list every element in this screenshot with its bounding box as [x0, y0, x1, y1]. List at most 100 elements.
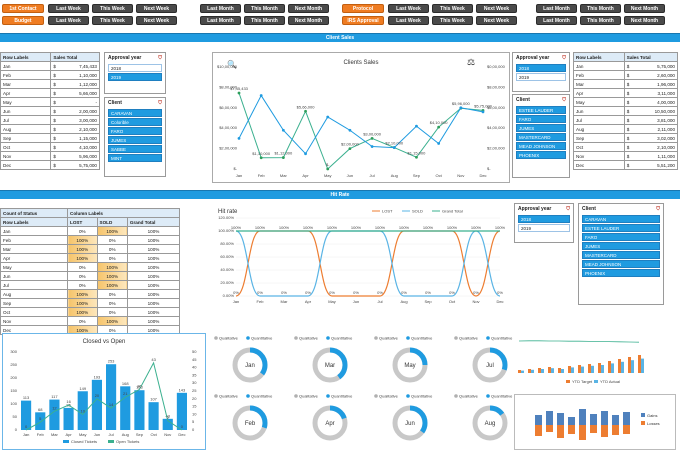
legend-swatch: [214, 336, 218, 340]
nav-button-2-1-1[interactable]: This Week: [432, 16, 473, 25]
nav-button-3-2-0[interactable]: Next Month: [624, 4, 665, 13]
line-value: 21: [123, 391, 128, 396]
x-tick-label: Apr: [302, 173, 309, 178]
client-slicer-right[interactable]: Client ⛉ ESTEE LAUDER FARO JUMES MASTERCARD ME…: [512, 94, 570, 178]
value-cell: 100%: [67, 235, 98, 245]
loss-bar: [612, 425, 619, 435]
nav-button-0-0-0[interactable]: Last Week: [48, 4, 89, 13]
slicer-item[interactable]: JUMES: [516, 124, 566, 132]
data-label: 100%: [255, 225, 266, 230]
table-header-row: Row Labels Sales Total: [0, 52, 100, 62]
slicer-item[interactable]: 2019: [518, 224, 570, 232]
slicer-item[interactable]: SABBE: [108, 145, 162, 153]
slicer-item[interactable]: MASTERCARD: [516, 133, 566, 141]
value-cell: 0%: [67, 271, 98, 281]
client-slicer-hit[interactable]: Client ⛉ CARAVAN ESTEE LAUDER FARO JUMES MASTE…: [578, 203, 664, 305]
bar: [541, 369, 544, 373]
slicer-item[interactable]: Colorible: [108, 118, 162, 126]
x-tick-label: Aug: [122, 432, 129, 437]
nav-button-1-0-0[interactable]: Last Month: [200, 4, 241, 13]
slicer-item[interactable]: CARAVAN: [108, 109, 162, 117]
value-cell: 0%: [67, 316, 98, 326]
slicer-item[interactable]: 2019: [108, 73, 162, 81]
slicer-item[interactable]: MEAD JOHNSON: [582, 260, 660, 268]
nav-button-3-2-1[interactable]: Next Month: [624, 16, 665, 25]
slicer-item[interactable]: JUMES: [108, 136, 162, 144]
slicer-item[interactable]: PHOENIX: [516, 151, 566, 159]
bar: [120, 386, 131, 430]
slicer-item[interactable]: ESTEE LAUDER: [582, 224, 660, 232]
slicer-item[interactable]: JUMES: [582, 242, 660, 250]
bar: [641, 358, 644, 373]
x-tick-label: Apr: [65, 432, 72, 437]
nav-button-2-0-0[interactable]: Last Week: [388, 4, 429, 13]
section-title: Client Sales: [325, 35, 355, 41]
currency-cell: $: [623, 70, 636, 80]
x-tick-label: May: [328, 299, 336, 304]
nav-button-3-0-1[interactable]: Last Month: [536, 16, 577, 25]
slicer-item[interactable]: MINT: [108, 154, 162, 162]
x-tick-label: Apr: [305, 299, 312, 304]
legend-swatch: [374, 336, 378, 340]
data-label: 0%: [497, 290, 503, 295]
value-cell: 0%: [96, 235, 128, 245]
nav-button-2-2-0[interactable]: Next Week: [476, 4, 517, 13]
nav-button-1-2-1[interactable]: Next Month: [288, 16, 329, 25]
donut-widget: Qualitative Quantitative Apr: [290, 391, 368, 447]
nav-button-3-1-1[interactable]: This Month: [580, 16, 621, 25]
legend-swatch: [454, 394, 458, 398]
x-tick-label: Oct: [449, 299, 456, 304]
slicer-item[interactable]: 2018: [516, 64, 566, 72]
nav-button-0-1-1[interactable]: This Week: [92, 16, 133, 25]
value-cell: 1,11,000: [636, 151, 678, 161]
nav-button-2-o1[interactable]: IRS Approval: [342, 16, 384, 25]
nav-button-1-2-0[interactable]: Next Month: [288, 4, 329, 13]
client-slicer[interactable]: Client ⛉ CARAVAN Colorible FARO JUMES SABBE MIN…: [104, 97, 166, 177]
slicer-item[interactable]: CARAVAN: [582, 215, 660, 223]
nav-button-0-o0[interactable]: 1st Contact: [2, 4, 44, 13]
data-point: [237, 91, 241, 95]
nav-button-2-2-1[interactable]: Next Week: [476, 16, 517, 25]
nav-button-3-1-0[interactable]: This Month: [580, 4, 621, 13]
slicer-item[interactable]: ESTEE LAUDER: [516, 106, 566, 114]
series-line: [235, 230, 501, 297]
legend-label: Qualitative: [379, 336, 399, 341]
slicer-item[interactable]: 2018: [518, 215, 570, 223]
table-row: Jun $2,00,000: [0, 106, 100, 116]
x-tick-label: Oct: [150, 432, 157, 437]
nav-button-2-1-0[interactable]: This Week: [432, 4, 473, 13]
table-row: Jun 0% 100% 100%: [0, 271, 181, 281]
nav-button-2-0-1[interactable]: Last Week: [388, 16, 429, 25]
nav-button-0-o1[interactable]: Budget: [2, 16, 44, 25]
y-tick-label: $8,00,000: [219, 84, 238, 89]
nav-button-0-1-0[interactable]: This Week: [92, 4, 133, 13]
slicer-item[interactable]: PHOENIX: [582, 269, 660, 277]
nav-button-0-0-1[interactable]: Last Week: [48, 16, 89, 25]
donut-label: Jan: [245, 363, 255, 369]
slicer-item[interactable]: MEAD JOHNSON: [516, 142, 566, 150]
value-cell: 0%: [96, 298, 128, 308]
currency-cell: $: [50, 124, 63, 134]
approval-year-slicer-hit[interactable]: Approval year ⛉ 2018 2019: [514, 203, 574, 243]
slicer-item[interactable]: FARO: [516, 115, 566, 123]
row-label: Oct: [0, 142, 52, 152]
nav-button-0-2-0[interactable]: Next Week: [136, 4, 177, 13]
nav-button-1-1-1[interactable]: This Month: [244, 16, 285, 25]
slicer-item[interactable]: 2019: [516, 73, 566, 81]
slicer-item[interactable]: 2018: [108, 64, 162, 72]
nav-button-1-0-1[interactable]: Last Month: [200, 16, 241, 25]
nav-button-1-1-0[interactable]: This Month: [244, 4, 285, 13]
nav-button-2-o0[interactable]: Protocol: [342, 4, 384, 13]
value-cell: 100%: [126, 280, 181, 290]
slicer-item[interactable]: FARO: [108, 127, 162, 135]
approval-year-slicer-right[interactable]: Approval year ⛉ 2018 2019: [512, 52, 570, 92]
loss-bar: [568, 425, 575, 434]
table-row: Oct 100% 0% 100%: [0, 307, 181, 317]
client-sales-chart: Clients Sales $10,00,000 $8,00,000 $6,00,00…: [212, 52, 510, 183]
nav-button-0-2-1[interactable]: Next Week: [136, 16, 177, 25]
nav-button-3-0-0[interactable]: Last Month: [536, 4, 577, 13]
slicer-item[interactable]: MASTERCARD: [582, 251, 660, 259]
slicer-item[interactable]: FARO: [582, 233, 660, 241]
approval-year-slicer[interactable]: Approval year ⛉ 2018 2019: [104, 52, 166, 94]
gain-bar: [579, 409, 586, 425]
